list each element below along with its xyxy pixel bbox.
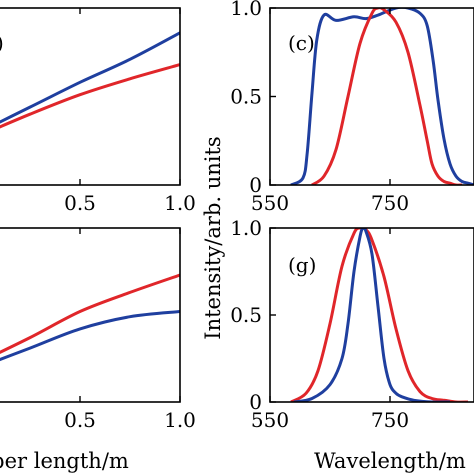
series-line-red: [0, 273, 180, 354]
panel-top-left: 0.5 1.0): [0, 7, 196, 215]
series-line-red: [311, 8, 462, 185]
panel-panel-c: 550 750 0 0.5 1.0 (c): [230, 0, 474, 215]
y-tick-label: 0: [249, 173, 262, 197]
y-tick-label: 0.5: [230, 303, 262, 327]
panel-label: ): [0, 31, 4, 55]
y-tick-label: 0: [249, 390, 262, 414]
panel-label: (c): [288, 31, 315, 55]
y-tick-label: 0.5: [230, 85, 262, 109]
x-tick-label: 750: [371, 191, 409, 215]
series-line-blue: [0, 310, 180, 362]
panel-panel-g: 550 750 0 0.5 1.0 (g) Wavelength/m: [230, 216, 474, 473]
series-line-red: [290, 228, 468, 402]
series-line-blue: [0, 31, 180, 124]
series-line-blue: [293, 228, 450, 402]
y-tick-label: 1.0: [230, 216, 262, 240]
x-tick-label: 750: [371, 408, 409, 432]
series-line-red: [0, 63, 180, 129]
x-tick-label: 550: [251, 191, 289, 215]
panel-bottom-left: 0.5 1.0 ber length/m: [0, 227, 196, 473]
y-tick-label: 1.0: [230, 0, 262, 20]
x-axis-label: ber length/m: [0, 449, 129, 473]
x-tick-label: 550: [251, 408, 289, 432]
x-axis-label: Wavelength/m: [314, 449, 466, 473]
x-tick-label: 0.5: [64, 191, 96, 215]
panel-label: (g): [288, 253, 316, 277]
x-tick-label: 1.0: [164, 408, 196, 432]
x-tick-label: 1.0: [164, 191, 196, 215]
shared-y-axis-label: Intensity/arb. units: [201, 136, 225, 339]
plot-frame: [0, 7, 181, 186]
series-line-blue: [290, 8, 474, 185]
x-tick-label: 0.5: [64, 408, 96, 432]
